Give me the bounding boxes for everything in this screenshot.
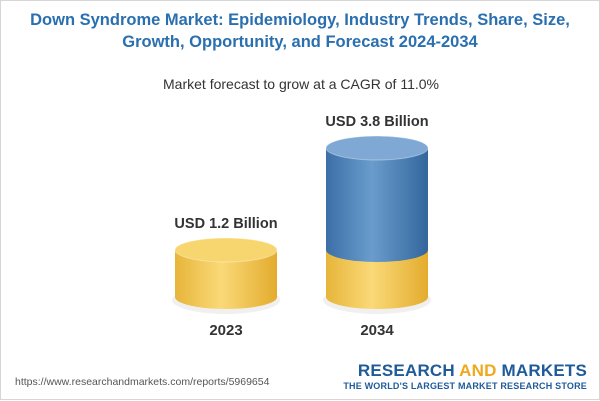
- brand-name-part-1: RESEARCH: [357, 361, 460, 380]
- bar-2034-growth-top: [325, 135, 429, 161]
- brand-name-part-3: MARKETS: [496, 361, 587, 380]
- brand-name: RESEARCH AND MARKETS: [343, 361, 587, 380]
- value-label-2034: USD 3.8 Billion: [325, 114, 428, 130]
- category-label-2034: 2034: [360, 322, 394, 339]
- brand-logo: RESEARCH AND MARKETS THE WORLD'S LARGEST…: [343, 361, 587, 392]
- bar-2023-side: [175, 249, 277, 309]
- page-title: Down Syndrome Market: Epidemiology, Indu…: [11, 9, 589, 53]
- cagr-subtitle: Market forecast to grow at a CAGR of 11.…: [163, 76, 439, 92]
- bar-2023-top: [174, 237, 278, 263]
- bar-2034-growth-side: [326, 148, 428, 262]
- brand-name-part-2: AND: [459, 361, 497, 380]
- source-url: https://www.researchandmarkets.com/repor…: [15, 376, 270, 388]
- bar-2034-base-side: [326, 249, 428, 309]
- brand-tagline: THE WORLD'S LARGEST MARKET RESEARCH STOR…: [343, 381, 587, 391]
- title-line-2: Growth, Opportunity, and Forecast 2024-2…: [122, 33, 478, 51]
- title-line-1: Down Syndrome Market: Epidemiology, Indu…: [30, 11, 570, 29]
- category-label-2023: 2023: [209, 322, 242, 339]
- value-label-2023: USD 1.2 Billion: [174, 216, 277, 232]
